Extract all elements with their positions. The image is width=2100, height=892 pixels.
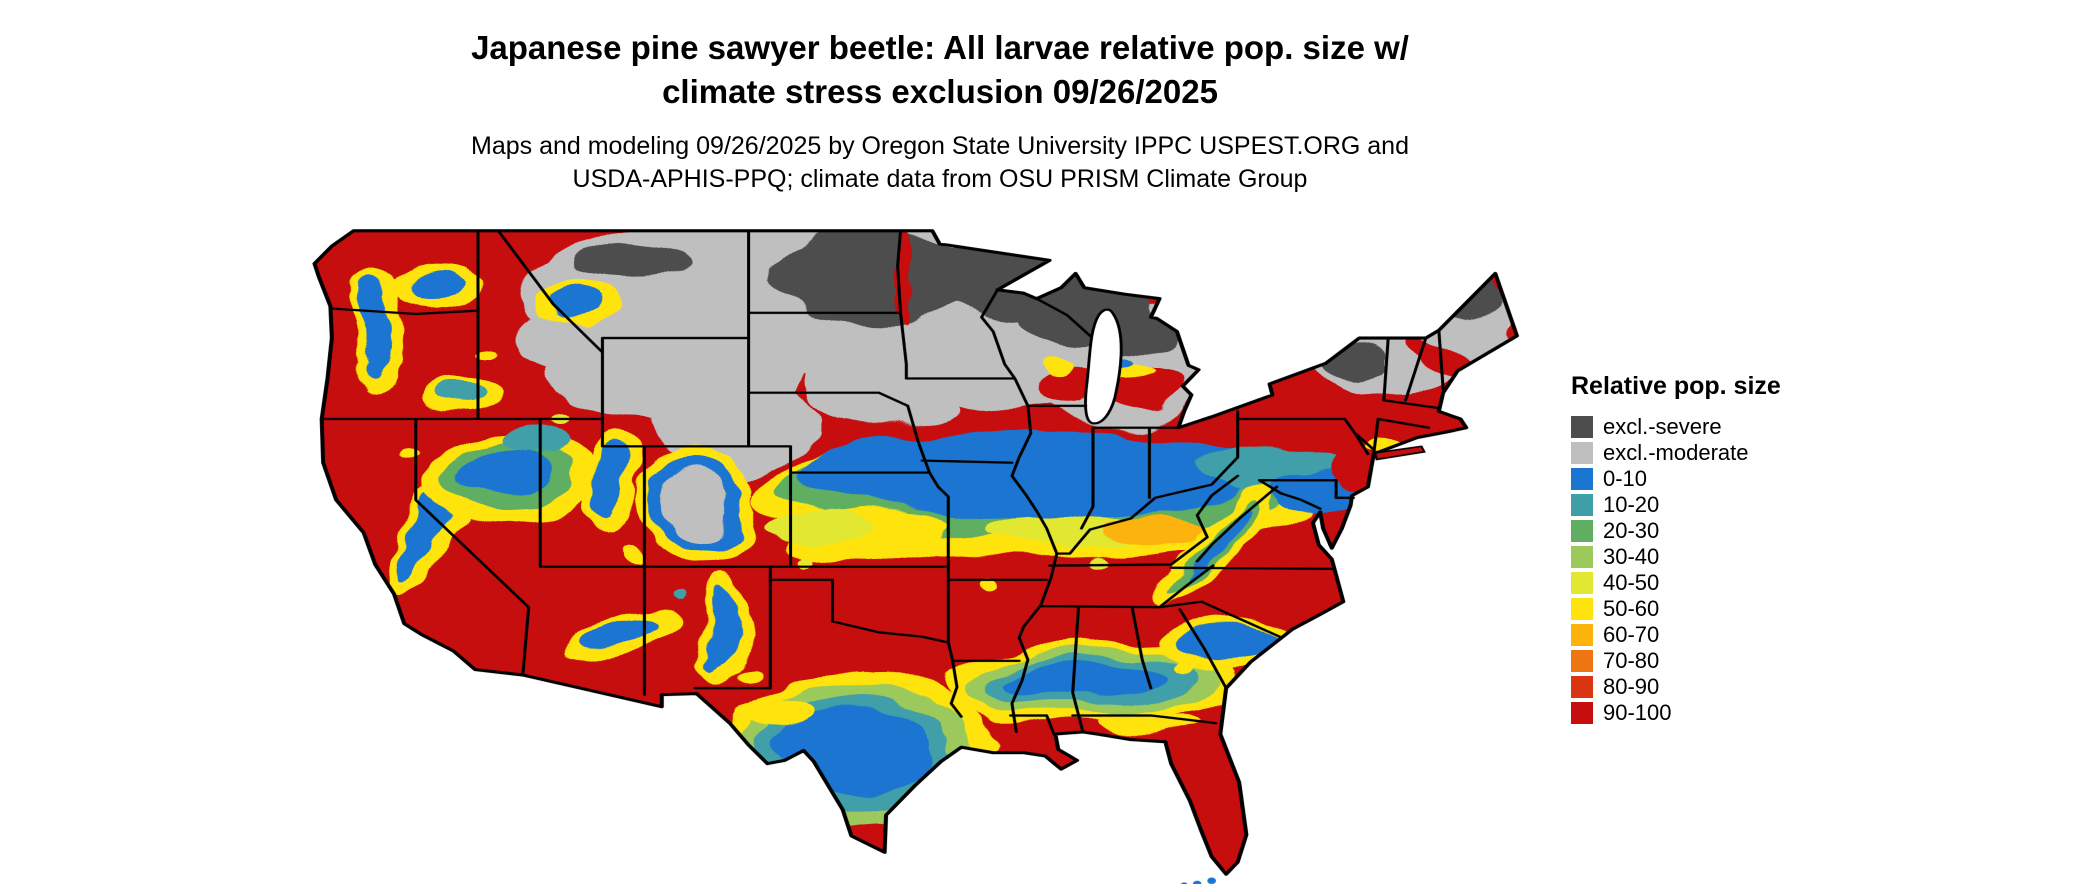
legend-swatch [1571, 571, 1593, 594]
legend-item: 90-100 [1571, 700, 1781, 725]
legend-item: 10-20 [1571, 492, 1781, 517]
us-map-image [312, 229, 1520, 884]
legend-item: 30-40 [1571, 544, 1781, 569]
legend-swatch [1571, 493, 1593, 516]
legend-title: Relative pop. size [1571, 372, 1781, 400]
legend-swatch [1571, 649, 1593, 672]
legend-swatch [1571, 519, 1593, 542]
legend-item-label: 0-10 [1603, 465, 1648, 491]
legend-swatch [1571, 441, 1593, 464]
legend-item-label: excl.-moderate [1603, 439, 1749, 465]
figure-header: Japanese pine sawyer beetle: All larvae … [0, 26, 1880, 196]
legend-item: 70-80 [1571, 648, 1781, 673]
legend-item: 20-30 [1571, 518, 1781, 543]
legend-item-label: 30-40 [1603, 543, 1660, 569]
legend-item-label: 90-100 [1603, 699, 1672, 725]
legend-item: excl.-severe [1571, 414, 1781, 439]
legend-item-label: 20-30 [1603, 517, 1660, 543]
legend-swatch [1571, 623, 1593, 646]
legend-item-label: 50-60 [1603, 595, 1660, 621]
figure-subtitle-line-2: USDA-APHIS-PPQ; climate data from OSU PR… [572, 165, 1308, 194]
long-island [1373, 445, 1426, 461]
legend-item: 40-50 [1571, 570, 1781, 595]
figure-title-line-2: climate stress exclusion 09/26/2025 [662, 72, 1218, 110]
florida-keys [1180, 877, 1216, 884]
legend-item-label: 70-80 [1603, 647, 1660, 673]
lake-michigan [1084, 308, 1123, 425]
legend-item: 60-70 [1571, 622, 1781, 647]
legend-item-label: 40-50 [1603, 569, 1660, 595]
legend-item-label: 80-90 [1603, 673, 1660, 699]
legend-item-label: excl.-severe [1603, 413, 1722, 439]
figure-subtitle-line-1: Maps and modeling 09/26/2025 by Oregon S… [471, 132, 1409, 161]
legend-swatch [1571, 701, 1593, 724]
figure-title-line-1: Japanese pine sawyer beetle: All larvae … [471, 29, 1409, 66]
legend-swatch [1571, 415, 1593, 438]
figure-subtitle: Maps and modeling 09/26/2025 by Oregon S… [0, 130, 1880, 196]
legend-item: 0-10 [1571, 466, 1781, 491]
legend-item: 50-60 [1571, 596, 1781, 621]
state-borders [320, 229, 1445, 736]
us-outline [312, 229, 1520, 876]
legend-item-label: 10-20 [1603, 491, 1660, 517]
legend-swatch [1571, 675, 1593, 698]
legend-swatch [1571, 597, 1593, 620]
legend-swatch [1571, 545, 1593, 568]
legend-item: excl.-moderate [1571, 440, 1781, 465]
legend-item: 80-90 [1571, 674, 1781, 699]
legend-swatch [1571, 467, 1593, 490]
legend: Relative pop. size excl.-severe excl.-mo… [1571, 372, 1781, 726]
legend-item-label: 60-70 [1603, 621, 1660, 647]
